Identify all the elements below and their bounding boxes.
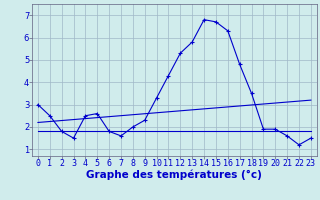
X-axis label: Graphe des températures (°c): Graphe des températures (°c) <box>86 169 262 180</box>
